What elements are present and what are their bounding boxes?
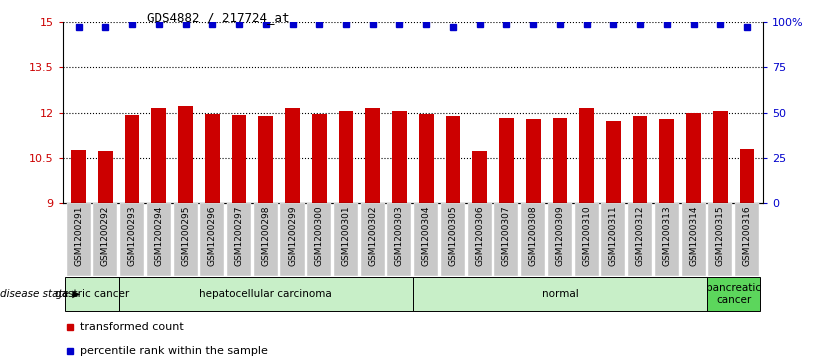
FancyBboxPatch shape [735,203,759,276]
FancyBboxPatch shape [707,277,761,311]
FancyBboxPatch shape [93,203,118,276]
Bar [259,116,273,203]
Bar [98,151,113,203]
FancyBboxPatch shape [681,203,706,276]
Text: GSM1200303: GSM1200303 [395,205,404,266]
Text: percentile rank within the sample: percentile rank within the sample [80,346,268,356]
Text: normal: normal [541,289,578,299]
FancyBboxPatch shape [254,203,278,276]
Text: GSM1200309: GSM1200309 [555,205,565,266]
Bar [312,114,327,203]
Text: hepatocellular carcinoma: hepatocellular carcinoma [199,289,332,299]
Text: GSM1200315: GSM1200315 [716,205,725,266]
Text: GSM1200304: GSM1200304 [422,205,430,266]
Bar [580,108,594,203]
Text: gastric cancer: gastric cancer [55,289,129,299]
Bar [178,106,193,203]
FancyBboxPatch shape [628,203,652,276]
Bar [392,111,407,203]
FancyBboxPatch shape [360,203,384,276]
Bar [740,150,755,203]
Text: GSM1200294: GSM1200294 [154,205,163,266]
Text: GSM1200308: GSM1200308 [529,205,538,266]
Text: GSM1200295: GSM1200295 [181,205,190,266]
Text: GSM1200296: GSM1200296 [208,205,217,266]
Text: transformed count: transformed count [80,322,183,332]
FancyBboxPatch shape [65,277,118,311]
Bar [445,116,460,203]
Text: GSM1200314: GSM1200314 [689,205,698,266]
FancyBboxPatch shape [388,203,411,276]
Bar [232,115,246,203]
FancyBboxPatch shape [441,203,465,276]
Bar [553,118,567,203]
Bar [339,111,354,203]
FancyBboxPatch shape [173,203,198,276]
Text: GSM1200299: GSM1200299 [288,205,297,266]
Bar [71,150,86,203]
FancyBboxPatch shape [67,203,91,276]
Text: GSM1200292: GSM1200292 [101,205,110,266]
Text: GSM1200293: GSM1200293 [128,205,137,266]
Text: GSM1200312: GSM1200312 [636,205,645,266]
Text: GSM1200297: GSM1200297 [234,205,244,266]
FancyBboxPatch shape [280,203,304,276]
FancyBboxPatch shape [495,203,519,276]
Text: GSM1200302: GSM1200302 [369,205,377,266]
FancyBboxPatch shape [468,203,492,276]
Text: pancreatic
cancer: pancreatic cancer [706,283,761,305]
Bar [419,114,434,203]
Bar [660,119,674,203]
FancyBboxPatch shape [601,203,626,276]
Bar [472,151,487,203]
Bar [285,108,300,203]
FancyBboxPatch shape [200,203,224,276]
Text: GSM1200305: GSM1200305 [449,205,457,266]
Text: GSM1200316: GSM1200316 [742,205,751,266]
Text: GSM1200300: GSM1200300 [314,205,324,266]
FancyBboxPatch shape [575,203,599,276]
FancyBboxPatch shape [120,203,144,276]
Text: GSM1200301: GSM1200301 [341,205,350,266]
Bar [525,119,540,203]
Bar [606,121,620,203]
FancyBboxPatch shape [548,203,572,276]
FancyBboxPatch shape [227,203,251,276]
FancyBboxPatch shape [414,203,438,276]
Text: GSM1200307: GSM1200307 [502,205,511,266]
FancyBboxPatch shape [334,203,358,276]
Text: GSM1200310: GSM1200310 [582,205,591,266]
Bar [686,113,701,203]
Bar [365,108,380,203]
Text: GSM1200291: GSM1200291 [74,205,83,266]
FancyBboxPatch shape [655,203,679,276]
Bar [125,115,139,203]
Bar [713,111,728,203]
Text: disease state ▶: disease state ▶ [0,289,80,299]
Text: GSM1200313: GSM1200313 [662,205,671,266]
Bar [152,108,166,203]
Text: GDS4882 / 217724_at: GDS4882 / 217724_at [147,11,289,24]
FancyBboxPatch shape [118,277,413,311]
FancyBboxPatch shape [413,277,707,311]
FancyBboxPatch shape [708,203,732,276]
Text: GSM1200306: GSM1200306 [475,205,485,266]
Bar [633,116,647,203]
Text: GSM1200298: GSM1200298 [261,205,270,266]
FancyBboxPatch shape [147,203,171,276]
Bar [499,118,514,203]
FancyBboxPatch shape [307,203,331,276]
FancyBboxPatch shape [521,203,545,276]
Bar [205,114,219,203]
Text: GSM1200311: GSM1200311 [609,205,618,266]
